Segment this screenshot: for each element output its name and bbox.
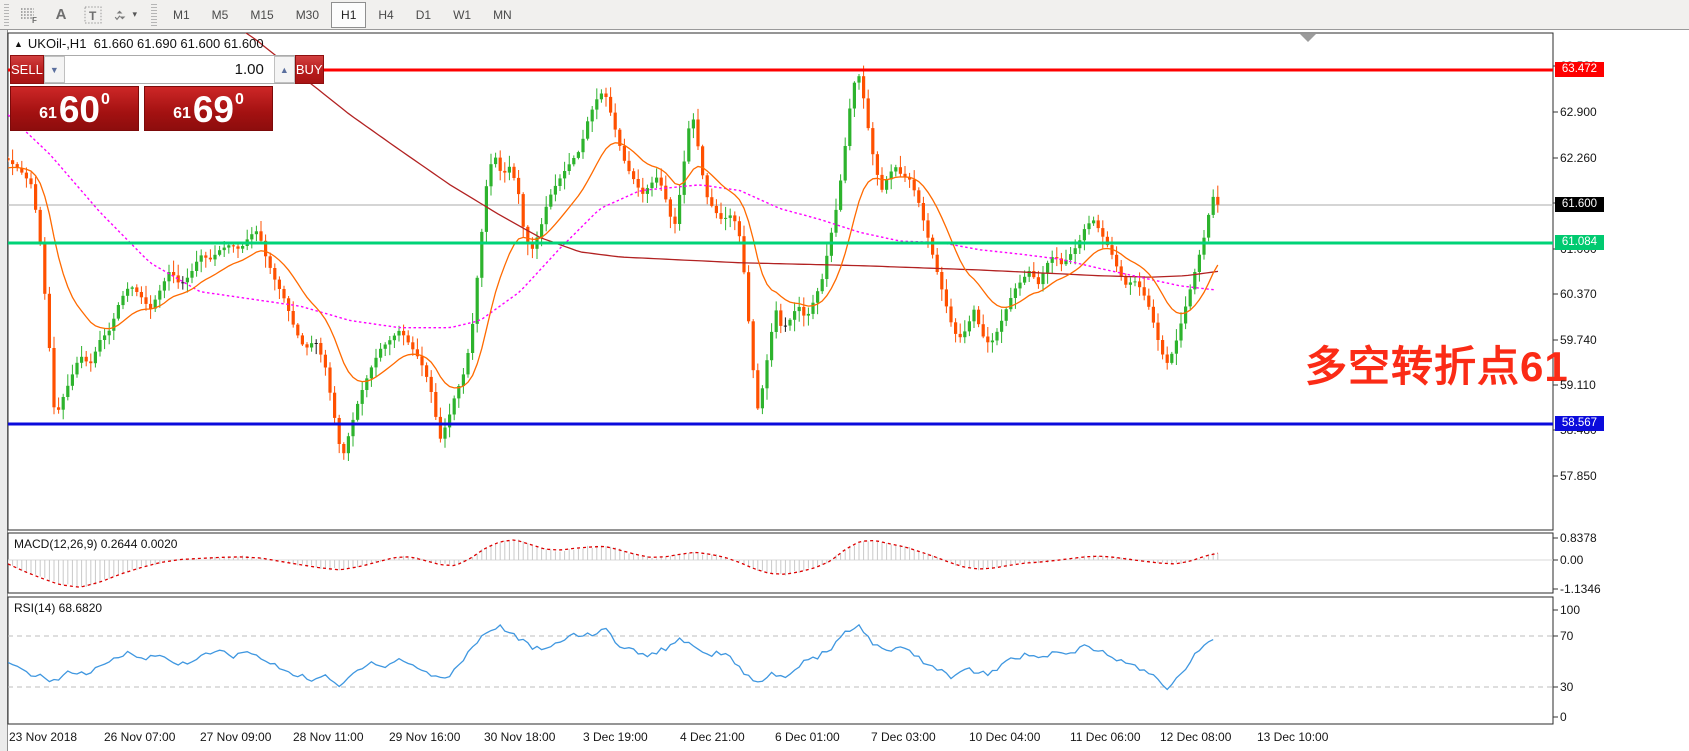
buy-price-panel[interactable]: 61 69 0 — [144, 86, 273, 131]
text-tool-icon[interactable]: T — [80, 3, 106, 27]
time-axis-label: 23 Nov 2018 — [9, 730, 78, 744]
timeframe-button-d1[interactable]: D1 — [415, 7, 432, 22]
rsi-axis-tick: 100 — [1560, 603, 1581, 617]
price-axis-tick: 57.850 — [1560, 469, 1597, 483]
time-axis-label: 30 Nov 18:00 — [484, 730, 556, 744]
timeframe-bar: M1 M5 M15 M30 H1 H4 D1 W1 MN — [162, 0, 523, 30]
timeframe-button-mn[interactable]: MN — [493, 7, 512, 22]
time-axis-label: 29 Nov 16:00 — [389, 730, 461, 744]
time-axis-label: 10 Dec 04:00 — [969, 730, 1041, 744]
price-axis-tick: 59.740 — [1560, 333, 1597, 347]
buy-price-pip: 0 — [235, 91, 244, 108]
arrows-tool-caret-icon: ▾ — [132, 9, 137, 19]
time-axis-label: 13 Dec 10:00 — [1257, 730, 1329, 744]
toolbar-separator[interactable] — [151, 3, 157, 26]
volume-decrease-button[interactable]: ▼ — [43, 56, 65, 83]
chart-expand-icon[interactable]: ▲ — [14, 39, 23, 49]
time-axis-label: 11 Dec 06:00 — [1070, 730, 1141, 744]
macd-axis-tick: -1.1346 — [1560, 582, 1601, 596]
indicator-list-icon[interactable]: F — [16, 3, 42, 27]
rsi-axis-tick: 0 — [1560, 710, 1567, 724]
time-axis-label: 26 Nov 07:00 — [104, 730, 176, 744]
time-axis-label: 7 Dec 03:00 — [871, 730, 936, 744]
sell-price-prefix: 61 — [39, 105, 57, 122]
buy-price-big: 69 — [192, 88, 235, 130]
macd-label: MACD(12,26,9) 0.2644 0.0020 — [14, 537, 178, 551]
timeframe-button-m30[interactable]: M30 — [295, 7, 320, 22]
timeframe-button-h4[interactable]: H4 — [378, 7, 394, 22]
chart-quotes: 61.660 61.690 61.600 61.600 — [93, 36, 264, 51]
svg-text:F: F — [32, 16, 37, 23]
price-level-label: 63.472 — [1555, 62, 1604, 77]
price-level-label: 58.567 — [1555, 416, 1604, 431]
label-tool-icon[interactable]: A — [55, 6, 67, 23]
toolbar-drag-handle[interactable] — [4, 3, 9, 26]
rsi-label: RSI(14) 68.6820 — [14, 601, 103, 615]
chart-title: ▲ UKOil-,H1 61.660 61.690 61.600 61.600 — [14, 36, 264, 51]
svg-text:T: T — [89, 9, 97, 23]
timeframe-button-m1[interactable]: M1 — [173, 7, 190, 22]
buy-button[interactable]: BUY — [294, 55, 324, 84]
sell-button[interactable]: SELL — [10, 55, 44, 84]
rsi-axis-tick: 70 — [1560, 629, 1574, 643]
volume-increase-button[interactable]: ▲ — [273, 56, 295, 83]
time-axis-label: 28 Nov 11:00 — [293, 730, 364, 744]
timeframe-button-w1[interactable]: W1 — [453, 7, 472, 22]
one-click-trade-panel: SELL ▼ ▲ BUY 61 60 0 61 69 0 — [10, 55, 324, 131]
macd-axis-tick: 0.00 — [1560, 553, 1584, 567]
price-level-label: 61.084 — [1555, 235, 1604, 250]
arrows-tool-icon[interactable]: ▾ — [112, 3, 138, 27]
sell-price-pip: 0 — [101, 91, 110, 108]
sell-price-big: 60 — [58, 88, 101, 130]
chart-shift-marker — [1300, 34, 1316, 42]
time-axis-label: 3 Dec 19:00 — [583, 730, 648, 744]
price-axis-tick: 62.900 — [1560, 105, 1597, 119]
time-axis-label: 27 Nov 09:00 — [200, 730, 272, 744]
rsi-axis-tick: 30 — [1560, 680, 1574, 694]
buy-price-prefix: 61 — [173, 105, 191, 122]
timeframe-button-m5[interactable]: M5 — [211, 7, 229, 22]
toolbar: F A T ▾ M1 M5 M15 M30 H1 H4 D1 W1 MN — [0, 0, 1689, 30]
time-axis-label: 4 Dec 21:00 — [680, 730, 745, 744]
price-level-label: 61.600 — [1555, 197, 1604, 212]
timeframe-button-h1[interactable]: H1 — [331, 1, 367, 28]
sell-price-panel[interactable]: 61 60 0 — [10, 86, 139, 131]
chart-annotation-text: 多空转折点61 — [1305, 343, 1569, 390]
macd-axis-tick: 0.8378 — [1560, 531, 1597, 545]
time-axis-label: 12 Dec 08:00 — [1160, 730, 1232, 744]
time-axis-label: 6 Dec 01:00 — [775, 730, 840, 744]
volume-stepper: ▼ ▲ — [43, 55, 295, 84]
price-axis-tick: 59.110 — [1560, 378, 1596, 392]
price-axis-tick: 62.260 — [1560, 151, 1597, 165]
timeframe-button-m15[interactable]: M15 — [250, 7, 274, 22]
volume-input[interactable] — [64, 56, 274, 83]
price-axis-tick: 60.370 — [1560, 287, 1597, 301]
chart-symbol-period: UKOil-,H1 — [27, 36, 87, 51]
